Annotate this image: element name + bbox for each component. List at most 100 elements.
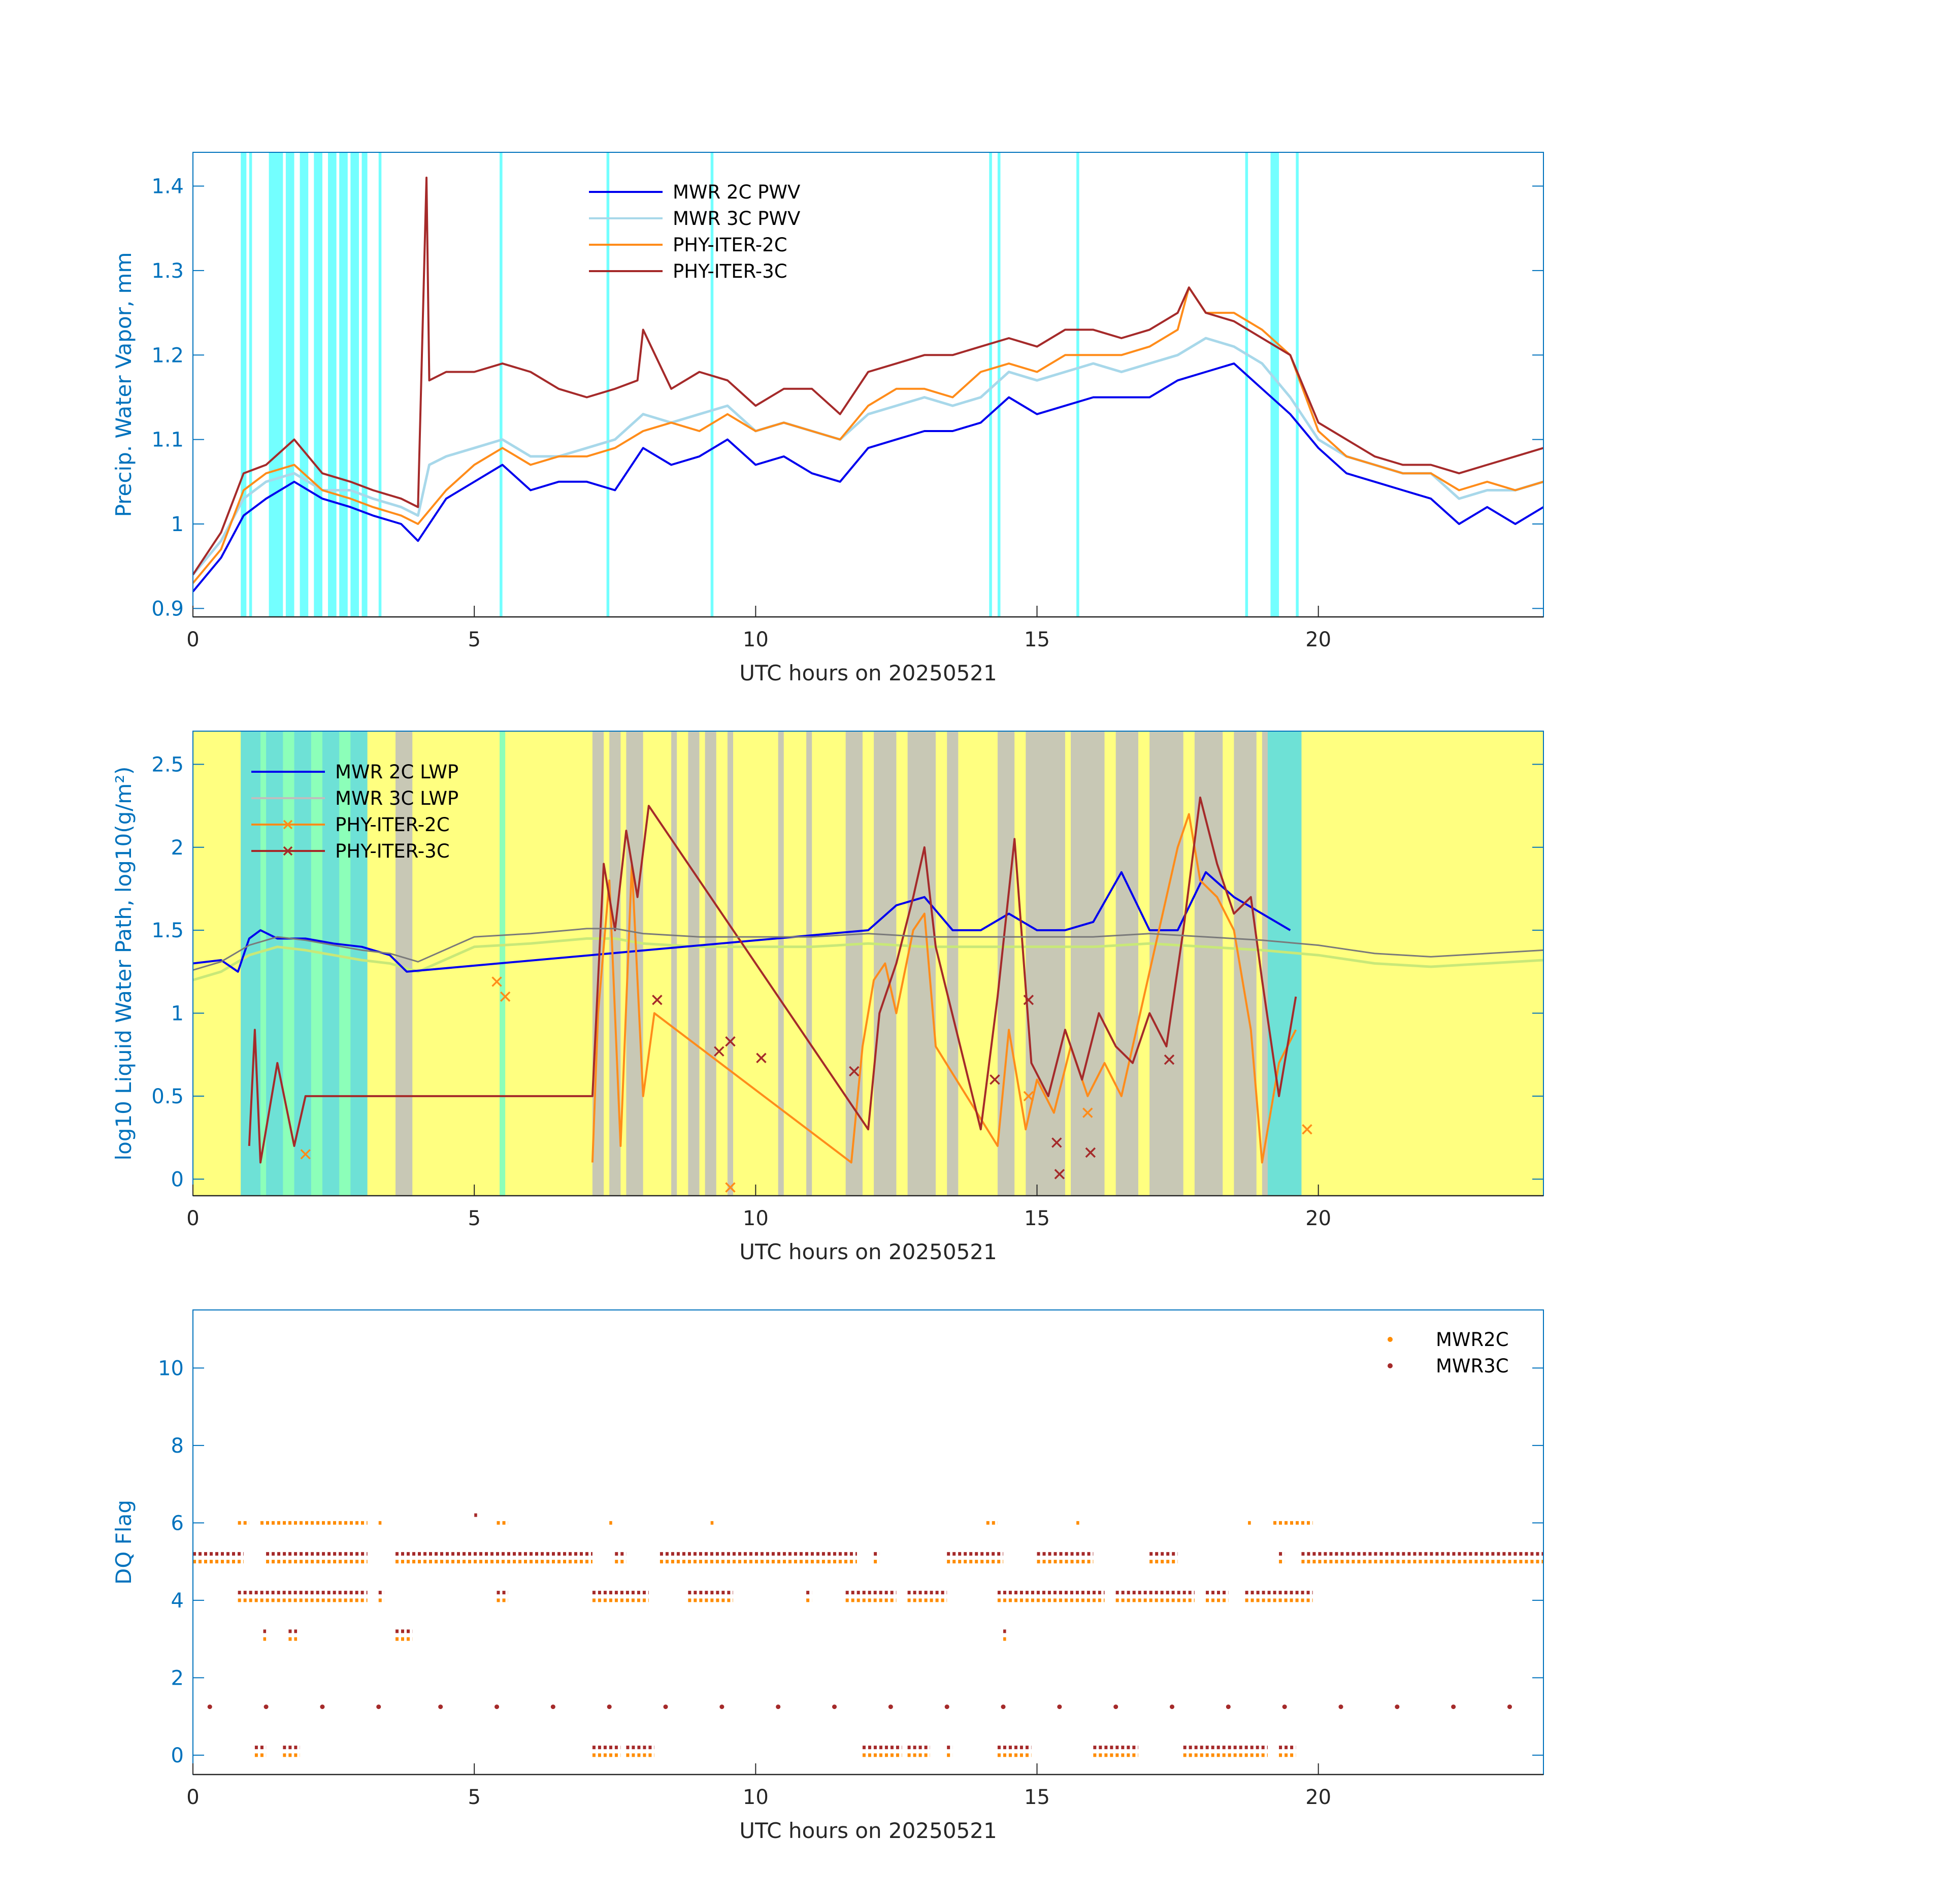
pwv-flag-band	[378, 152, 382, 617]
lwp-panel: 0 5 10 15 20 0 0.5 1 1.5 2 2.5 UTC hours on 20250…	[111, 731, 1544, 1264]
pwv-series-mwr-2c-pwv	[192, 362, 1544, 593]
lwp-ytick-label: 1	[171, 1002, 184, 1026]
lwp-marker-phy-iter-2c	[300, 1149, 311, 1160]
dq-point-mwr3c	[438, 1704, 443, 1710]
lwp-series-mwr-3c-lwp	[192, 937, 1544, 981]
lwp-gray-flag-band	[626, 731, 643, 1196]
lwp-ytick-label: 2.5	[151, 753, 184, 776]
pwv-flag-band	[350, 152, 359, 617]
dq-point-mwr3c	[1451, 1704, 1456, 1710]
dq-ytick-label: 4	[171, 1589, 184, 1613]
lwp-legend-label: MWR 3C LWP	[335, 787, 458, 809]
pwv-xtick-label: 10	[743, 628, 769, 651]
lwp-cyan-flag-band	[241, 731, 368, 1196]
pwv-xtick-label: 0	[186, 628, 199, 651]
lwp-gray-flag-band	[907, 731, 936, 1196]
dq-point-mwr3c	[607, 1704, 612, 1710]
pwv-xtick-label: 15	[1024, 628, 1050, 651]
dq-point-mwr3c	[832, 1704, 837, 1710]
lwp-ytick-label: 1.5	[151, 919, 184, 942]
dq-point-mwr3c	[888, 1704, 893, 1710]
lwp-gray-flag-band	[947, 731, 959, 1196]
dq-point-mwr3c	[1507, 1704, 1512, 1710]
pwv-legend-label: PHY-ITER-2C	[673, 234, 787, 256]
dq-panel: 0 5 10 15 20 0 2 4 6 8 10 UTC hours on 20250521 D…	[111, 1309, 1544, 1843]
lwp-marker-phy-iter-3c	[756, 1053, 767, 1064]
lwp-legend-marker	[283, 819, 293, 830]
dq-legend: MWR2C MWR3C	[1388, 1329, 1509, 1377]
lwp-legend-marker	[283, 846, 293, 856]
pwv-series-phy-iter-3c	[192, 176, 1544, 575]
lwp-gray-flag-band	[1071, 731, 1105, 1196]
dq-point-mwr3c	[495, 1704, 499, 1710]
dq-ylabel: DQ Flag	[111, 1500, 136, 1585]
dq-point-mwr3c	[1057, 1704, 1062, 1710]
pwv-flag-band	[339, 152, 348, 617]
lwp-gray-flag-band	[688, 731, 700, 1196]
dq-legend-label: MWR2C	[1436, 1329, 1509, 1351]
pwv-ytick-label: 1.2	[151, 344, 184, 367]
lwp-legend: MWR 2C LWP MWR 3C LWP PHY-ITER-2C PHY-ITER-…	[251, 761, 458, 862]
lwp-xtick-label: 0	[186, 1207, 199, 1230]
dq-point-mwr3c	[719, 1704, 725, 1710]
dq-ytick-label: 10	[158, 1357, 184, 1380]
lwp-series-dark-trace	[192, 928, 1544, 971]
lwp-gray-flag-band	[727, 731, 733, 1196]
pwv-flag-band	[285, 152, 294, 617]
pwv-flag-band	[314, 152, 322, 617]
lwp-xtick-label: 15	[1024, 1207, 1050, 1230]
lwp-gray-flag-band	[1234, 731, 1257, 1196]
lwp-gray-flag-band	[294, 731, 311, 1196]
lwp-gray-flag-band	[1026, 731, 1065, 1196]
dq-xtick-label: 5	[468, 1786, 480, 1809]
lwp-marker-phy-iter-3c	[1051, 1137, 1062, 1148]
dq-xtick-label: 15	[1024, 1786, 1050, 1809]
pwv-legend-label: MWR 2C PWV	[673, 181, 800, 203]
lwp-marker-phy-iter-2c	[500, 991, 511, 1002]
pwv-ytick-label: 1.3	[151, 259, 184, 283]
lwp-xtick-label: 5	[468, 1207, 480, 1230]
pwv-ytick-label: 1.1	[151, 429, 184, 452]
lwp-marker-phy-iter-3c	[849, 1066, 860, 1077]
lwp-xlabel: UTC hours on 20250521	[739, 1239, 997, 1264]
lwp-marker-phy-iter-2c	[491, 976, 502, 987]
lwp-marker-phy-iter-3c	[1054, 1169, 1065, 1179]
lwp-marker-phy-iter-2c	[1302, 1124, 1312, 1135]
lwp-marker-phy-iter-3c	[1164, 1054, 1175, 1065]
pwv-legend-label: PHY-ITER-3C	[673, 260, 787, 282]
pwv-legend-label: MWR 3C PWV	[673, 208, 800, 229]
lwp-gray-flag-band	[806, 731, 812, 1196]
lwp-background	[193, 731, 1543, 1196]
dq-point-mwr3c	[264, 1704, 269, 1710]
dq-legend-swatch	[1388, 1363, 1393, 1368]
lwp-marker-phy-iter-3c	[1023, 995, 1034, 1005]
lwp-xtick-label: 20	[1305, 1207, 1331, 1230]
pwv-flag-band	[997, 152, 1001, 617]
pwv-flag-band	[500, 152, 503, 617]
dq-ytick-label: 6	[171, 1512, 184, 1535]
dq-point-mwr3c	[1395, 1704, 1400, 1710]
pwv-flag-band	[710, 152, 714, 617]
lwp-marker-phy-iter-2c	[1082, 1107, 1093, 1118]
pwv-flag-band	[249, 152, 252, 617]
dq-point-mwr3c	[1338, 1704, 1343, 1710]
pwv-flag-band	[1076, 152, 1079, 617]
lwp-marker-phy-iter-2c	[725, 1182, 736, 1193]
lwp-ytick-label: 0	[171, 1168, 184, 1191]
lwp-gray-flag-band	[1115, 731, 1138, 1196]
pwv-flag-band	[1296, 152, 1299, 617]
pwv-flag-band	[606, 152, 610, 617]
dq-point-mwr3c	[320, 1704, 325, 1710]
dq-point-mwr3c	[207, 1704, 212, 1710]
dq-point-mwr3c	[1113, 1704, 1118, 1710]
lwp-legend-label: PHY-ITER-3C	[335, 840, 450, 862]
pwv-panel: 0 5 10 15 20 0.9 1 1.1 1.2 1.3 1.4 UTC hours on 2…	[111, 152, 1544, 685]
dq-ytick-label: 8	[171, 1434, 184, 1458]
lwp-ytick-label: 0.5	[151, 1085, 184, 1108]
dq-point-mwr3c	[1282, 1704, 1287, 1710]
pwv-xtick-label: 5	[468, 628, 480, 651]
pwv-flag-band	[269, 152, 283, 617]
dq-ytick-label: 2	[171, 1666, 184, 1690]
dq-point-mwr3c	[1226, 1704, 1231, 1710]
